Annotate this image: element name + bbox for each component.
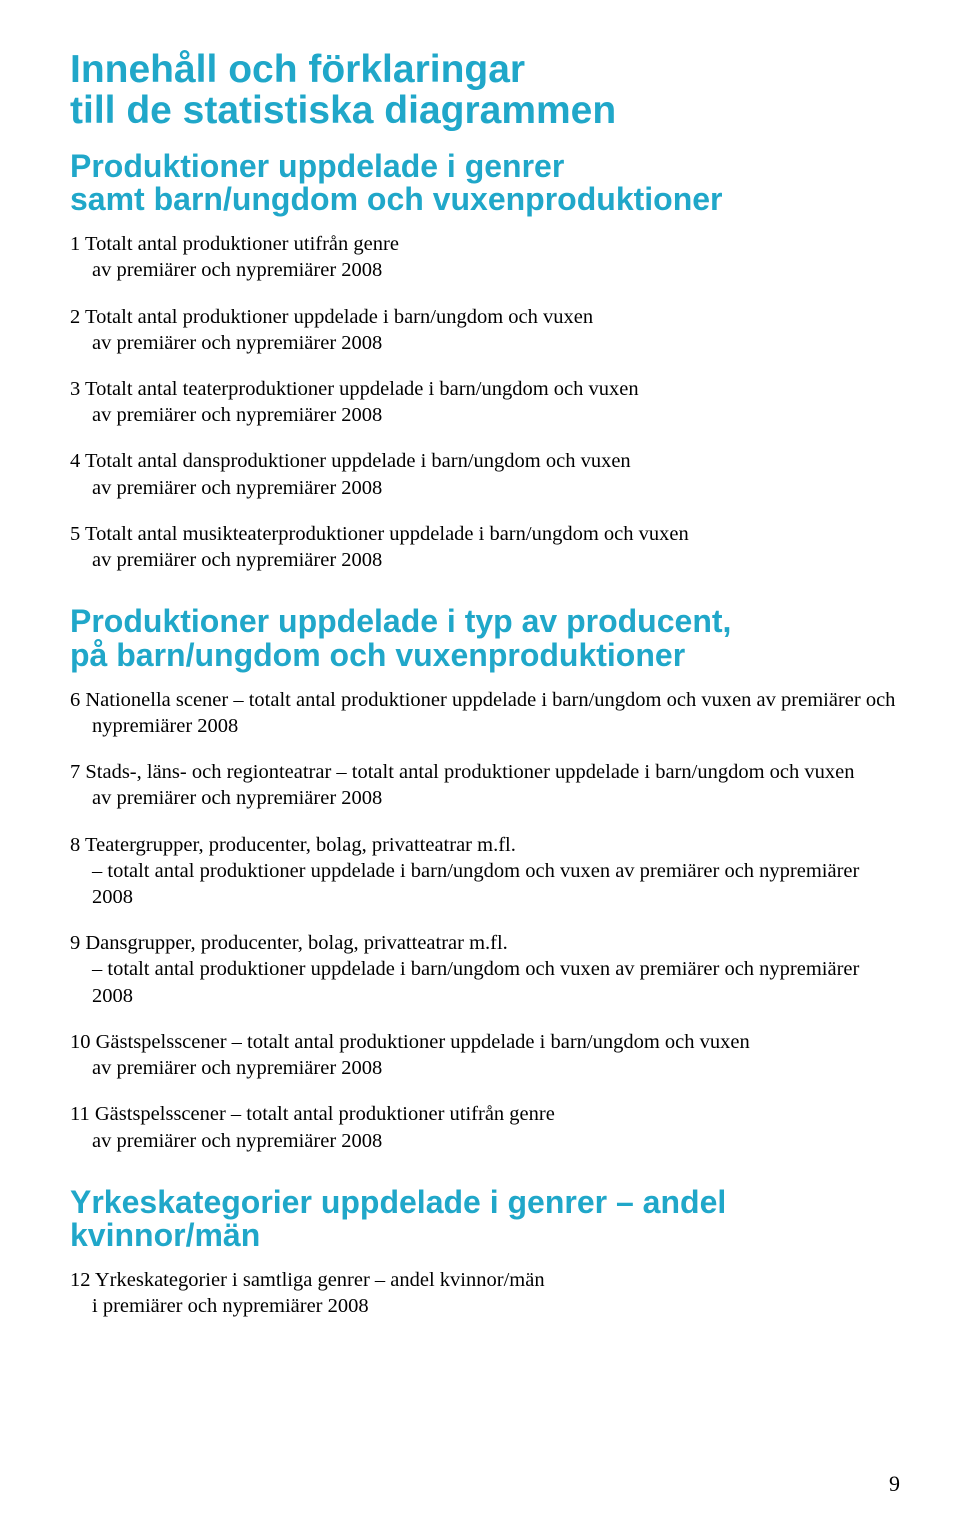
toc-item-sub: i premiärer och nypremiärer 2008 — [70, 1293, 900, 1319]
toc-item-sub: av premiärer och nypremiärer 2008 — [70, 402, 900, 428]
page-number: 9 — [889, 1471, 900, 1497]
toc-item-sub: av premiärer och nypremiärer 2008 — [70, 547, 900, 573]
toc-item: 1 Totalt antal produktioner utifrån genr… — [70, 231, 900, 283]
toc-item-main: 5 Totalt antal musikteaterproduktioner u… — [70, 521, 900, 547]
toc-item: 9 Dansgrupper, producenter, bolag, priva… — [70, 930, 900, 1009]
section3-heading-line: Yrkeskategorier uppdelade i genrer – and… — [70, 1186, 900, 1253]
toc-item-sub: av premiärer och nypremiärer 2008 — [70, 475, 900, 501]
section2-heading: Produktioner uppdelade i typ av producen… — [70, 605, 900, 672]
toc-item-sub: av premiärer och nypremiärer 2008 — [70, 1055, 900, 1081]
toc-item-sub: av premiärer och nypremiärer 2008 — [70, 330, 900, 356]
toc-item-main: 9 Dansgrupper, producenter, bolag, priva… — [70, 930, 900, 956]
toc-item-sub: av premiärer och nypremiärer 2008 — [70, 257, 900, 283]
toc-item-main: 12 Yrkeskategorier i samtliga genrer – a… — [70, 1267, 900, 1293]
page-title-line2: till de statistiska diagrammen — [70, 91, 900, 132]
section1-heading: Produktioner uppdelade i genrer samt bar… — [70, 150, 900, 217]
section1-heading-line1: Produktioner uppdelade i genrer — [70, 150, 900, 184]
toc-item-main: 7 Stads-, läns- och regionteatrar – tota… — [70, 759, 900, 785]
toc-item: 7 Stads-, läns- och regionteatrar – tota… — [70, 759, 900, 811]
toc-item-sub: av premiärer och nypremiärer 2008 — [70, 1128, 900, 1154]
page-title-line1: Innehåll och förklaringar — [70, 50, 900, 91]
section2-heading-line1: Produktioner uppdelade i typ av producen… — [70, 605, 900, 639]
toc-item-sub: nypremiärer 2008 — [70, 713, 900, 739]
toc-item: 6 Nationella scener – totalt antal produ… — [70, 687, 900, 739]
toc-item: 11 Gästspelsscener – totalt antal produk… — [70, 1101, 900, 1153]
section3-heading: Yrkeskategorier uppdelade i genrer – and… — [70, 1186, 900, 1253]
section1-heading-line2: samt barn/ungdom och vuxenproduktioner — [70, 183, 900, 217]
section2-heading-line2: på barn/ungdom och vuxenproduktioner — [70, 639, 900, 673]
toc-item-main: 11 Gästspelsscener – totalt antal produk… — [70, 1101, 900, 1127]
toc-item-main: 2 Totalt antal produktioner uppdelade i … — [70, 304, 900, 330]
toc-item-main: 1 Totalt antal produktioner utifrån genr… — [70, 231, 900, 257]
toc-item-main: 10 Gästspelsscener – totalt antal produk… — [70, 1029, 900, 1055]
toc-item: 5 Totalt antal musikteaterproduktioner u… — [70, 521, 900, 573]
toc-item: 3 Totalt antal teaterproduktioner uppdel… — [70, 376, 900, 428]
toc-item-main: 4 Totalt antal dansproduktioner uppdelad… — [70, 448, 900, 474]
toc-item-main: 3 Totalt antal teaterproduktioner uppdel… — [70, 376, 900, 402]
page-title: Innehåll och förklaringar till de statis… — [70, 50, 900, 132]
toc-item-sub: – totalt antal produktioner uppdelade i … — [70, 956, 900, 1008]
toc-item-main: 8 Teatergrupper, producenter, bolag, pri… — [70, 832, 900, 858]
toc-item: 10 Gästspelsscener – totalt antal produk… — [70, 1029, 900, 1081]
toc-item: 4 Totalt antal dansproduktioner uppdelad… — [70, 448, 900, 500]
toc-item: 8 Teatergrupper, producenter, bolag, pri… — [70, 832, 900, 911]
toc-item-main: 6 Nationella scener – totalt antal produ… — [70, 687, 900, 713]
toc-item: 12 Yrkeskategorier i samtliga genrer – a… — [70, 1267, 900, 1319]
toc-item: 2 Totalt antal produktioner uppdelade i … — [70, 304, 900, 356]
toc-item-sub: av premiärer och nypremiärer 2008 — [70, 785, 900, 811]
toc-item-sub: – totalt antal produktioner uppdelade i … — [70, 858, 900, 910]
